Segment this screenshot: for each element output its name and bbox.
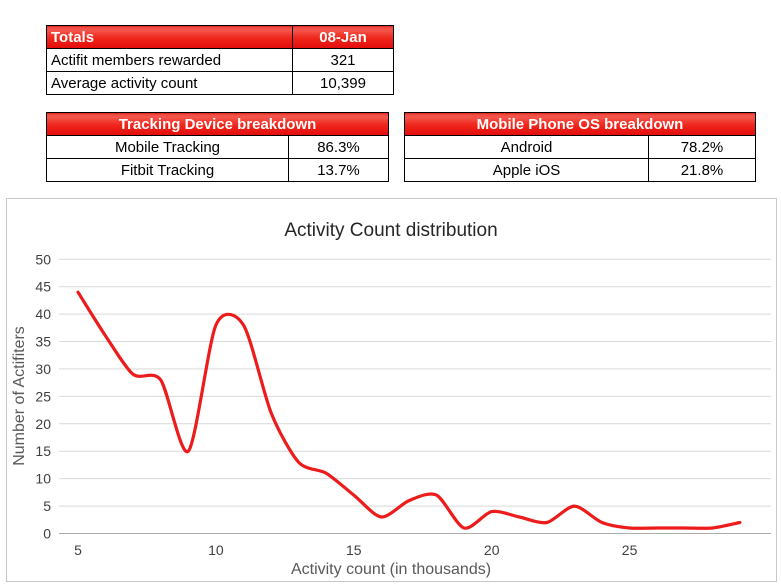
tracking-device-table: Tracking Device breakdown Mobile Trackin… (46, 112, 389, 182)
mobile-os-table: Mobile Phone OS breakdown Android 78.2% … (404, 112, 756, 182)
y-tick-label: 40 (35, 306, 51, 322)
x-tick-label: 25 (622, 542, 638, 558)
x-tick-label: 20 (484, 542, 500, 558)
y-tick-label: 10 (35, 471, 51, 487)
y-tick-label: 45 (35, 279, 51, 295)
mobile-tracking-value: 86.3% (288, 135, 389, 159)
y-tick-label: 25 (35, 388, 51, 404)
y-tick-label: 20 (35, 416, 51, 432)
table-row: Actifit members rewarded 321 (46, 48, 394, 72)
x-axis-tick-labels: 5 10 15 20 25 (74, 542, 637, 558)
tracking-header-cell: Tracking Device breakdown (46, 112, 389, 136)
x-tick-label: 15 (346, 542, 362, 558)
table-header-row: Tracking Device breakdown (46, 112, 389, 136)
y-tick-label: 15 (35, 443, 51, 459)
chart-canvas: 0 5 10 15 20 25 30 35 40 45 50 5 10 15 20 25 Activity … (11, 220, 771, 578)
members-rewarded-value: 321 (292, 48, 394, 72)
table-row: Android 78.2% (404, 135, 756, 159)
fitbit-tracking-label: Fitbit Tracking (46, 158, 289, 182)
y-tick-label: 35 (35, 334, 51, 350)
totals-header-cell: Totals (46, 25, 293, 49)
average-activity-value: 10,399 (292, 71, 394, 95)
y-axis-title: Number of Actifiters (11, 326, 28, 466)
gridlines (59, 258, 771, 534)
table-row: Average activity count 10,399 (46, 71, 394, 95)
android-value: 78.2% (648, 135, 756, 159)
activity-line-series (76, 290, 742, 530)
mobile-tracking-label: Mobile Tracking (46, 135, 289, 159)
average-activity-label: Average activity count (46, 71, 293, 95)
x-tick-label: 10 (208, 542, 224, 558)
x-axis-title: Activity count (in thousands) (291, 561, 491, 578)
members-rewarded-label: Actifit members rewarded (46, 48, 293, 72)
y-tick-label: 5 (43, 498, 51, 514)
apple-ios-label: Apple iOS (404, 158, 649, 182)
table-row: Fitbit Tracking 13.7% (46, 158, 389, 182)
y-tick-label: 30 (35, 361, 51, 377)
totals-date-cell: 08-Jan (292, 25, 394, 49)
y-axis-tick-labels: 0 5 10 15 20 25 30 35 40 45 50 (35, 251, 51, 541)
os-header-cell: Mobile Phone OS breakdown (404, 112, 756, 136)
y-tick-label: 50 (35, 251, 51, 267)
table-header-row: Totals 08-Jan (46, 25, 394, 49)
fitbit-tracking-value: 13.7% (288, 158, 389, 182)
table-row: Apple iOS 21.8% (404, 158, 756, 182)
apple-ios-value: 21.8% (648, 158, 756, 182)
x-tick-label: 5 (74, 542, 82, 558)
y-tick-label: 0 (43, 526, 51, 542)
chart-title: Activity Count distribution (284, 220, 497, 241)
table-row: Mobile Tracking 86.3% (46, 135, 389, 159)
totals-table: Totals 08-Jan Actifit members rewarded 3… (46, 25, 394, 95)
table-header-row: Mobile Phone OS breakdown (404, 112, 756, 136)
activity-distribution-chart: 0 5 10 15 20 25 30 35 40 45 50 5 10 15 20 25 Activity … (6, 198, 777, 582)
android-label: Android (404, 135, 649, 159)
